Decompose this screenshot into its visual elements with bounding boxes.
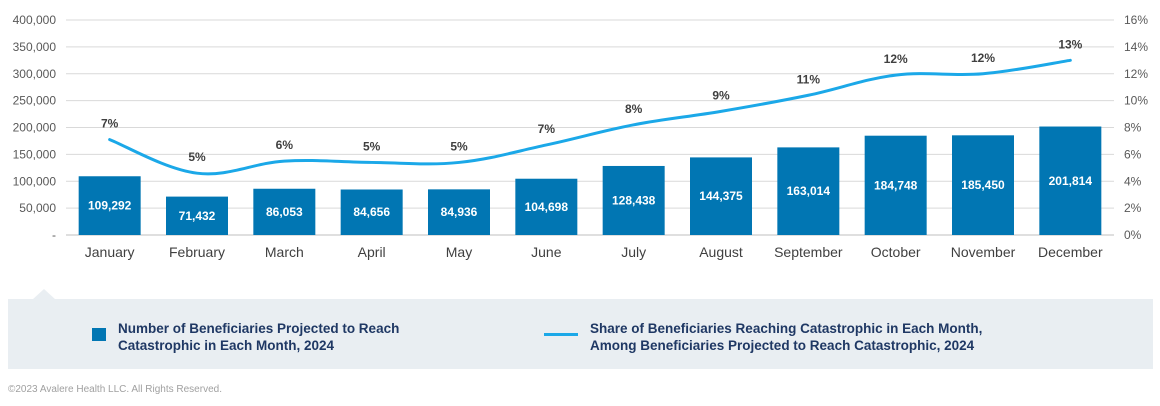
bar-value-label: 185,450 [961, 178, 1005, 192]
x-tick-label: January [85, 244, 135, 260]
line-value-label: 5% [363, 139, 381, 153]
legend-bar-swatch [92, 328, 106, 341]
line-value-label: 6% [276, 138, 294, 152]
bar-value-label: 201,814 [1049, 174, 1093, 188]
bar-value-label: 163,014 [787, 184, 831, 198]
line-value-label: 5% [450, 139, 468, 153]
legend-item-bar: Number of Beneficiaries Projected to Rea… [92, 320, 399, 354]
x-tick-label: June [531, 244, 562, 260]
legend-bar-label: Number of Beneficiaries Projected to Rea… [118, 321, 400, 353]
gridlines [66, 19, 1114, 236]
bar [690, 157, 752, 235]
left-tick-label: - [52, 228, 56, 242]
x-tick-label: March [265, 244, 304, 260]
x-tick-label: August [699, 244, 743, 260]
right-tick-label: 8% [1124, 121, 1142, 135]
right-tick-label: 6% [1124, 147, 1142, 161]
bar-value-label: 144,375 [699, 189, 743, 203]
bar-value-label: 84,656 [353, 205, 390, 219]
right-tick-label: 16% [1124, 13, 1148, 27]
right-tick-label: 14% [1124, 40, 1148, 54]
legend-panel [8, 299, 1153, 369]
right-tick-label: 10% [1124, 94, 1148, 108]
bar [602, 165, 665, 235]
legend-line-swatch [544, 333, 578, 336]
bar [777, 147, 840, 235]
line-value-label: 13% [1058, 37, 1082, 51]
x-tick-label: December [1038, 244, 1103, 260]
line-value-label: 5% [188, 150, 206, 164]
bar-value-label: 109,292 [88, 199, 132, 213]
combo-chart: - 50,000 100,000 150,000 200,000 250,000 300,0… [13, 13, 1149, 260]
bar [253, 188, 316, 235]
left-tick-label: 400,000 [13, 13, 57, 27]
bar [428, 189, 490, 235]
line-value-label: 12% [971, 51, 995, 65]
right-axis-ticks: 0% 2% 4% 6% 8% 10% 12% 14% 16% [1124, 13, 1148, 242]
x-tick-label: September [774, 244, 843, 260]
left-tick-label: 300,000 [13, 67, 57, 81]
bar [952, 135, 1014, 235]
left-tick-label: 150,000 [13, 147, 57, 161]
bar [78, 176, 141, 235]
bar-series: 109,292 71,432 86,053 84,656 84,936 104,698 12… [78, 126, 1102, 235]
bar [166, 196, 228, 235]
line-value-label: 7% [538, 122, 556, 136]
x-tick-label: July [621, 244, 646, 260]
x-tick-label: April [358, 244, 386, 260]
left-tick-label: 50,000 [19, 201, 56, 215]
x-tick-label: November [951, 244, 1016, 260]
line-value-label: 8% [625, 102, 643, 116]
x-axis-labels: January February March April May June July Augu… [85, 244, 1103, 260]
bar-value-label: 86,053 [266, 205, 303, 219]
x-tick-label: February [169, 244, 225, 260]
bar-value-label: 184,748 [874, 178, 918, 192]
left-tick-label: 200,000 [13, 121, 57, 135]
bar-value-label: 128,438 [612, 193, 656, 207]
line-value-label: 9% [712, 88, 730, 102]
line-value-label: 7% [101, 117, 119, 131]
share-line [108, 58, 1072, 176]
left-tick-label: 250,000 [13, 94, 57, 108]
bar [864, 135, 927, 235]
legend-line-label: Share of Beneficiaries Reaching Catastro… [590, 321, 983, 353]
x-tick-label: October [871, 244, 921, 260]
bar [515, 178, 578, 235]
right-tick-label: 4% [1124, 174, 1142, 188]
legend-item-line: Share of Beneficiaries Reaching Catastro… [544, 320, 982, 354]
right-tick-label: 0% [1124, 228, 1142, 242]
left-tick-label: 350,000 [13, 40, 57, 54]
right-tick-label: 2% [1124, 201, 1142, 215]
bar [340, 189, 403, 235]
line-value-label: 12% [884, 52, 908, 66]
copyright-text: ©2023 Avalere Health LLC. All Rights Res… [8, 384, 222, 395]
line-series: 7% 5% 6% 5% 5% 7% 8% 9% 11% 12% 12% 13% [101, 37, 1083, 176]
x-tick-label: May [446, 244, 472, 260]
left-axis-ticks: - 50,000 100,000 150,000 200,000 250,000 300,0… [13, 13, 57, 242]
legend-notch [32, 289, 56, 300]
bar [1039, 126, 1102, 235]
bar-value-label: 104,698 [525, 200, 569, 214]
bar-value-label: 71,432 [179, 209, 216, 223]
left-tick-label: 100,000 [13, 174, 57, 188]
bar-value-label: 84,936 [441, 205, 478, 219]
line-value-label: 11% [797, 72, 821, 86]
right-tick-label: 12% [1124, 67, 1148, 81]
